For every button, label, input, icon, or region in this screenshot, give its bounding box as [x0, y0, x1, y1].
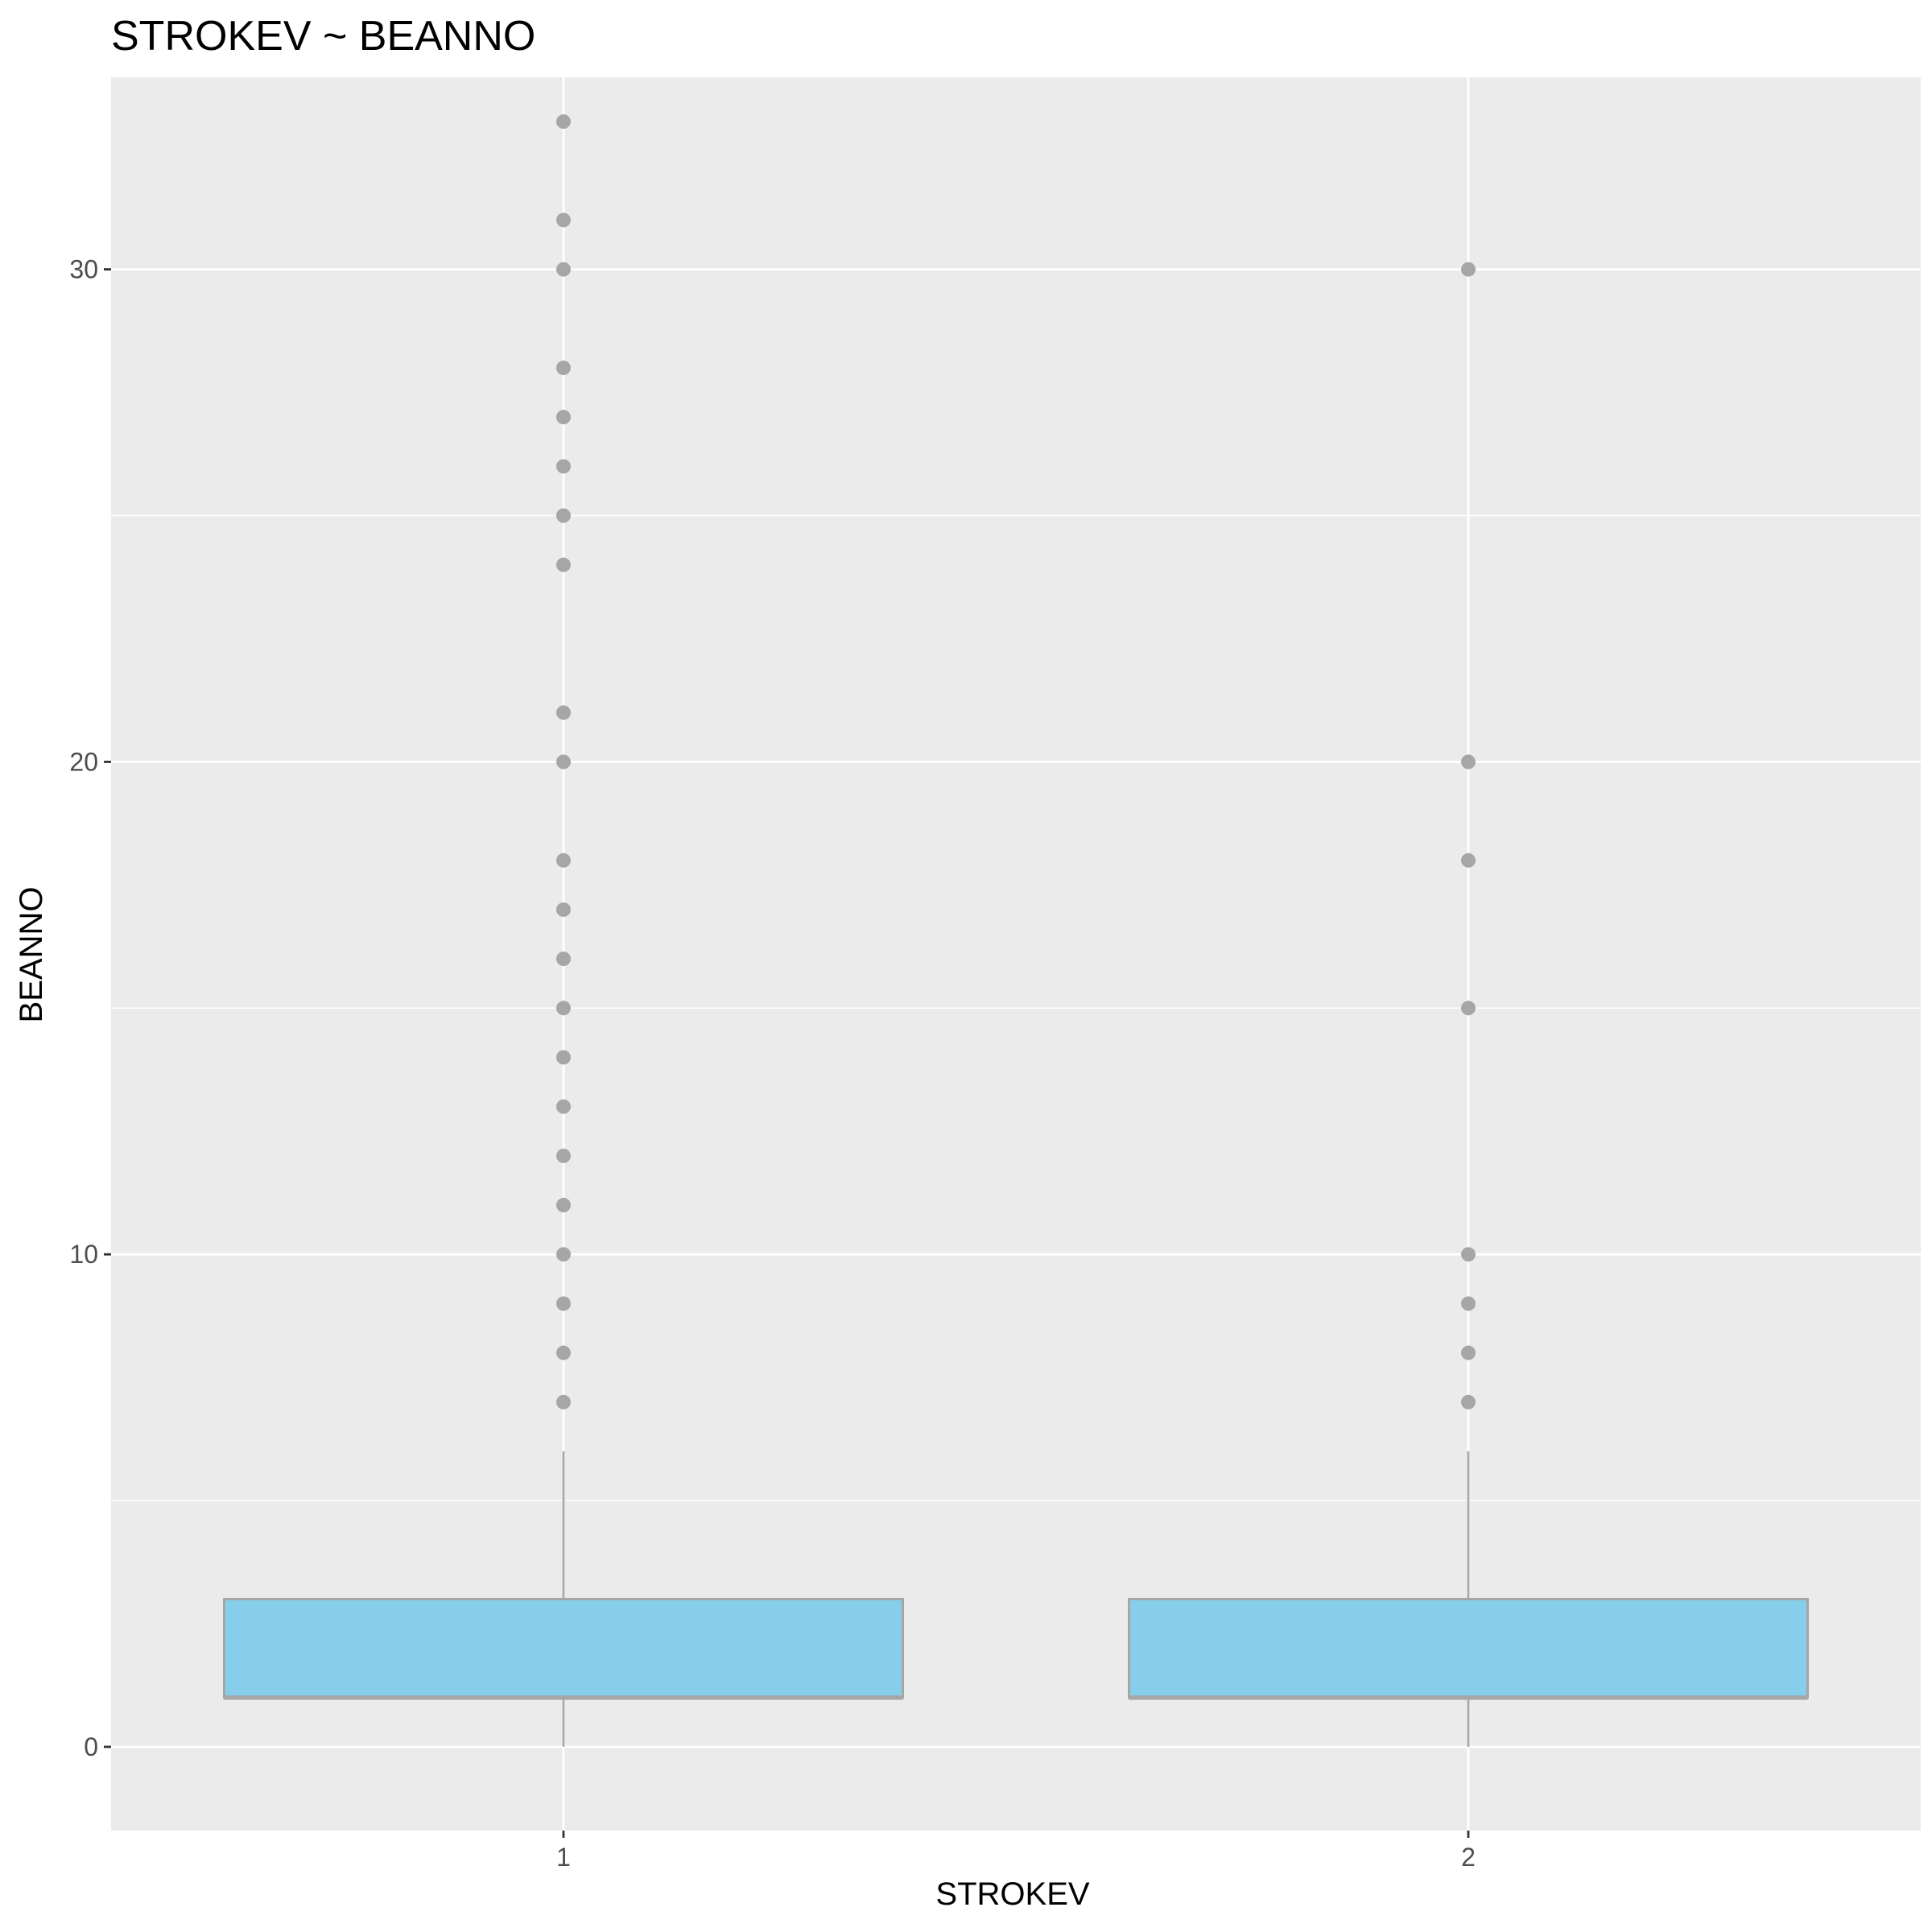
- outlier-point: [556, 754, 571, 770]
- outlier-point: [556, 262, 571, 277]
- outlier-point: [556, 1394, 571, 1410]
- outlier-point: [556, 1247, 571, 1262]
- outlier-point: [556, 213, 571, 228]
- chart-title: STROKEV ~ BEANNO: [111, 13, 535, 60]
- box-iqr: [223, 1597, 904, 1699]
- outlier-point: [1461, 852, 1476, 868]
- outlier-point: [556, 1001, 571, 1016]
- outlier-point: [556, 114, 571, 130]
- plot-area: 0 10 20 30 1 2: [69, 77, 1921, 1872]
- outlier-point: [556, 1345, 571, 1360]
- outlier-point: [1461, 1001, 1476, 1016]
- outlier-point: [556, 410, 571, 425]
- outlier-point: [556, 952, 571, 967]
- y-tick-label: 0: [84, 1732, 98, 1761]
- outlier-point: [556, 459, 571, 474]
- outlier-point: [1461, 1247, 1476, 1262]
- x-tick-label: 2: [1461, 1843, 1476, 1872]
- outlier-point: [556, 1198, 571, 1213]
- outlier-point: [1461, 1394, 1476, 1410]
- x-axis-label: STROKEV: [935, 1876, 1089, 1912]
- outlier-point: [1461, 1296, 1476, 1311]
- y-tick-label: 30: [69, 255, 98, 284]
- x-tick-label: 1: [556, 1843, 571, 1872]
- y-tick-label: 20: [69, 747, 98, 776]
- outlier-point: [556, 1050, 571, 1065]
- panel-background: [111, 77, 1921, 1831]
- outlier-point: [1461, 1345, 1476, 1360]
- outlier-point: [1461, 754, 1476, 770]
- box-iqr: [1128, 1597, 1809, 1699]
- outlier-point: [1461, 262, 1476, 277]
- outlier-point: [556, 705, 571, 720]
- outlier-point: [556, 360, 571, 375]
- outlier-point: [556, 902, 571, 917]
- outlier-point: [556, 852, 571, 868]
- outlier-point: [556, 1099, 571, 1114]
- outlier-point: [556, 1296, 571, 1311]
- y-axis-label: BEANNO: [14, 887, 49, 1023]
- y-tick-label: 10: [69, 1240, 98, 1269]
- outlier-point: [556, 1148, 571, 1163]
- outlier-point: [556, 508, 571, 523]
- outlier-point: [556, 557, 571, 572]
